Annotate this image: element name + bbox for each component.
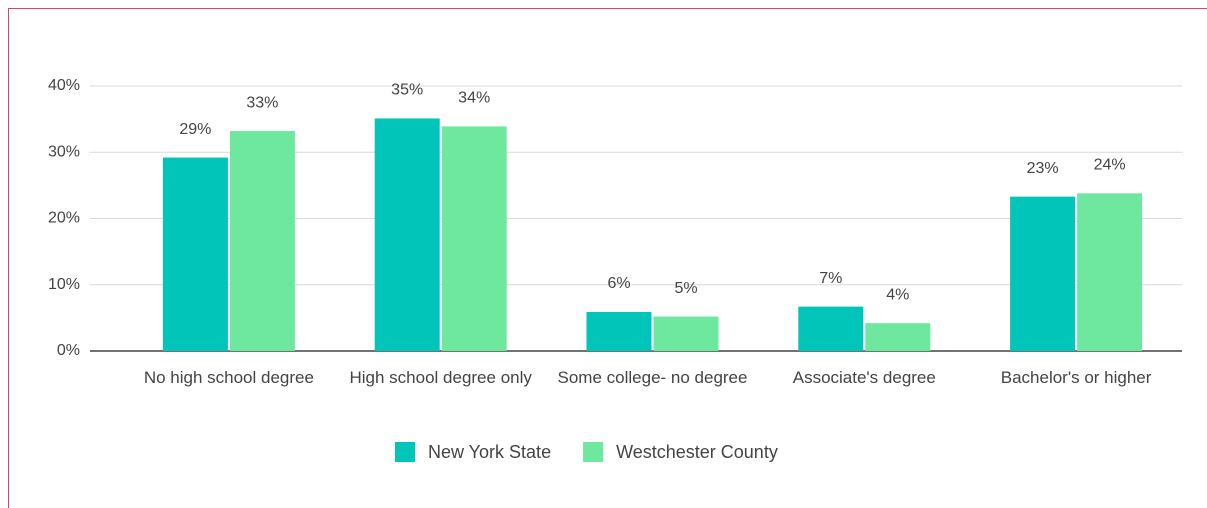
y-tick-label: 30%: [48, 143, 80, 160]
data-label: 33%: [246, 94, 278, 111]
x-tick-label: Some college- no degree: [557, 368, 748, 387]
bar: [798, 306, 864, 351]
x-tick-label: High school degree only: [349, 368, 532, 387]
x-tick-label: Associate's degree: [792, 368, 936, 387]
bar: [1077, 193, 1143, 351]
x-tick-label: Bachelor's or higher: [1000, 368, 1152, 387]
legend-label: New York State: [428, 442, 551, 462]
bar: [374, 118, 440, 352]
frame: [8, 8, 1207, 508]
data-label: 6%: [607, 275, 630, 292]
data-label: 34%: [458, 90, 490, 107]
x-tick-label: No high school degree: [143, 368, 314, 387]
data-label: 29%: [179, 121, 211, 138]
data-label: 4%: [886, 286, 909, 303]
y-tick-label: 40%: [48, 77, 80, 94]
data-label: 24%: [1094, 157, 1126, 174]
bar: [586, 311, 652, 351]
bar: [229, 131, 295, 351]
bar: [865, 323, 931, 351]
data-label: 5%: [674, 280, 697, 297]
legend-swatch: [583, 442, 604, 462]
legend-swatch: [395, 442, 415, 462]
bar: [1010, 196, 1076, 351]
bar: [653, 316, 719, 351]
y-tick-label: 10%: [48, 276, 80, 293]
y-tick-label: 0%: [57, 342, 80, 359]
legend-label: Westchester County: [616, 442, 778, 462]
data-label: 35%: [391, 82, 423, 99]
bar: [162, 157, 228, 351]
y-tick-label: 20%: [48, 210, 80, 227]
bar: [441, 126, 507, 351]
data-label: 23%: [1027, 160, 1059, 177]
data-label: 7%: [819, 270, 842, 287]
